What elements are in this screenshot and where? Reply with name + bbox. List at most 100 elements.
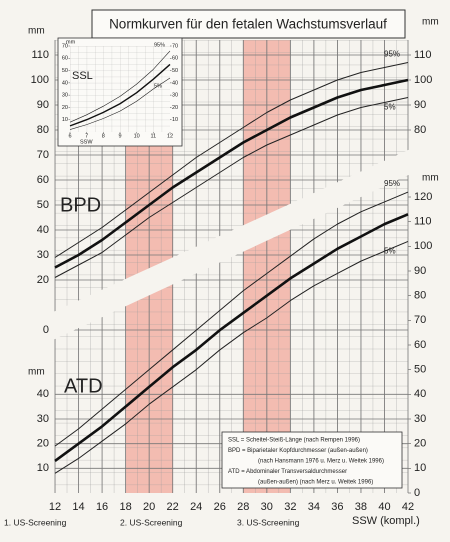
- y-tick-label: 100: [31, 74, 49, 86]
- y-tick-label: 70: [37, 149, 49, 161]
- y-tick-label: 30: [37, 413, 49, 425]
- chart-label: BPD: [60, 194, 101, 216]
- curve: [54, 78, 409, 269]
- screening-label: 3. US-Screening: [237, 517, 300, 527]
- x-tick-label: 6: [68, 133, 71, 139]
- y-tick-label: 20: [62, 105, 68, 111]
- y-tick-label: 60: [62, 56, 68, 62]
- x-tick-label: 24: [190, 501, 202, 513]
- y-tick-label: 0: [43, 324, 49, 336]
- y2-tick-label: 10: [414, 462, 426, 474]
- y2-tick-label: 120: [414, 191, 432, 203]
- y2-tick-label: 20: [172, 105, 178, 111]
- y2-tick-label: 50: [172, 68, 178, 74]
- y-tick-label: 20: [37, 438, 49, 450]
- curve: [54, 240, 409, 474]
- x-tick-label: 30: [261, 501, 273, 513]
- x-tick-label: 9: [118, 133, 121, 139]
- legend-note: SSL = Scheitel-Steiß-Länge (nach Rempen …: [228, 438, 360, 444]
- series-label: 5%: [154, 83, 162, 89]
- legend-note: (nach Hansmann 1976 u. Merz u. Weitek 19…: [258, 459, 384, 465]
- series-label: 5%: [384, 103, 396, 112]
- x-tick-label: 38: [355, 501, 367, 513]
- curve: [69, 50, 171, 123]
- y2-tick-label: 80: [414, 124, 426, 136]
- chart-label: ATD: [64, 375, 103, 397]
- screening-label: 1. US-Screening: [4, 517, 67, 527]
- y2-tick-label: 50: [414, 364, 426, 376]
- x-axis-label: SSW: [80, 139, 93, 145]
- legend-note: BPD = Biparietaler Kopfdurchmesser (auße…: [228, 448, 368, 454]
- separator-band: [40, 140, 430, 346]
- y-tick-label: 30: [37, 249, 49, 261]
- y-tick-label: 10: [62, 117, 68, 123]
- x-tick-label: 28: [237, 501, 249, 513]
- y2-tick-label: 110: [414, 216, 432, 228]
- y-tick-label: 40: [37, 224, 49, 236]
- y-tick-label: 80: [37, 124, 49, 136]
- x-tick-label: 22: [167, 501, 179, 513]
- y2-tick-label: 10: [172, 117, 178, 123]
- y-tick-label: 90: [37, 99, 49, 111]
- x-axis-label: SSW (kompl.): [352, 515, 420, 527]
- y-tick-label: 40: [37, 388, 49, 400]
- y-tick-label: 50: [37, 199, 49, 211]
- x-tick-label: 20: [143, 501, 155, 513]
- x-tick-label: 11: [150, 133, 156, 139]
- y-tick-label: 60: [37, 174, 49, 186]
- y2-tick-label: 30: [172, 93, 178, 99]
- y2-tick-label: 70: [172, 43, 178, 49]
- x-tick-label: 7: [85, 133, 88, 139]
- y2-tick-label: 90: [414, 99, 426, 111]
- x-tick-label: 42: [402, 501, 414, 513]
- x-tick-label: 36: [331, 501, 343, 513]
- x-tick-label: 40: [378, 501, 390, 513]
- y2-tick-label: 0: [414, 487, 420, 499]
- inset: 95% 5%: [68, 42, 172, 134]
- y2-tick-label: 100: [414, 74, 432, 86]
- y2-tick-label: 70: [414, 314, 426, 326]
- y2-tick-label: 60: [172, 56, 178, 62]
- x-tick-label: 14: [72, 501, 84, 513]
- y2-tick-label: 60: [414, 339, 426, 351]
- legend-note: (außen-außen) (nach Merz u. Weitek 1996): [258, 480, 373, 486]
- y2-tick-label: 90: [414, 265, 426, 277]
- curve: [54, 191, 409, 447]
- chart-label: SSL: [72, 70, 93, 82]
- x-tick-label: 18: [119, 501, 131, 513]
- series-label: 5%: [384, 247, 396, 256]
- unit-label: mm: [66, 39, 76, 45]
- y2-tick-label: 40: [172, 80, 178, 86]
- legend-box: [221, 431, 403, 489]
- curve: [69, 77, 171, 130]
- y-tick-label: 20: [37, 274, 49, 286]
- y2-tick-label: 100: [414, 240, 432, 252]
- y-tick-label: 70: [62, 43, 68, 49]
- y2-tick-label: 40: [414, 388, 426, 400]
- series-label: 95%: [154, 42, 165, 48]
- unit-label: mm: [422, 173, 439, 184]
- x-tick-label: 26: [214, 501, 226, 513]
- curve: [54, 97, 409, 278]
- x-tick-label: 12: [49, 501, 61, 513]
- y2-tick-label: 20: [414, 438, 426, 450]
- x-tick-label: 12: [167, 133, 173, 139]
- x-tick-label: 32: [284, 501, 296, 513]
- x-tick-label: 8: [102, 133, 105, 139]
- y2-tick-label: 80: [414, 290, 426, 302]
- series-label: 95%: [384, 179, 400, 188]
- y-tick-label: 110: [31, 49, 49, 61]
- labels: 1. US-Screening 2. US-Screening 3. US-Scre…: [4, 17, 439, 528]
- screening-label: 2. US-Screening: [120, 517, 183, 527]
- y-tick-label: 30: [62, 93, 68, 99]
- curve: [69, 63, 171, 127]
- curve: [54, 213, 409, 462]
- curves: 95%5%95%5%: [54, 50, 409, 474]
- x-tick-label: 10: [134, 133, 140, 139]
- x-tick-label: 34: [308, 501, 320, 513]
- y-tick-label: 10: [37, 462, 49, 474]
- unit-label: mm: [28, 26, 45, 37]
- series-label: 95%: [384, 50, 400, 59]
- y-tick-label: 50: [62, 68, 68, 74]
